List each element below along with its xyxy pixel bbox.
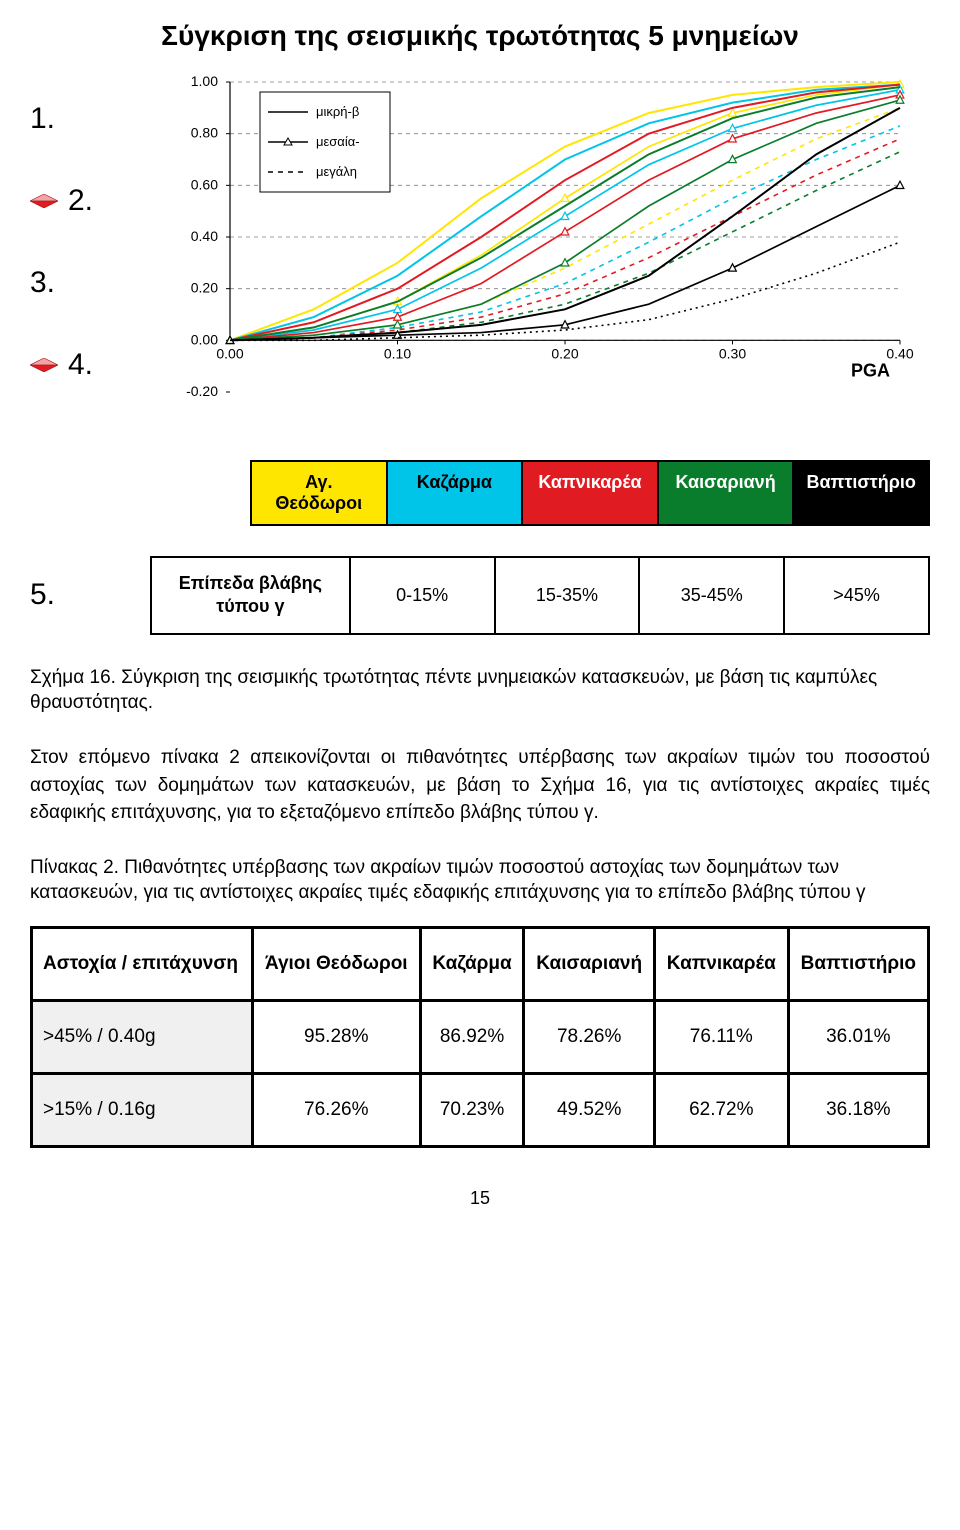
row-5: 5. Επίπεδα βλάβης τύπου γ0-15%15-35%35-4… (30, 556, 930, 635)
svg-text:0.30: 0.30 (719, 345, 746, 361)
svg-text:0.40: 0.40 (886, 345, 913, 361)
table-cell: 76.11% (654, 1000, 788, 1073)
damage-level-row: Επίπεδα βλάβης τύπου γ0-15%15-35%35-45%>… (150, 556, 930, 635)
svg-text:PGA: PGA (851, 361, 890, 381)
damage-level-header: Επίπεδα βλάβης τύπου γ (152, 558, 351, 633)
damage-level-cell: >45% (785, 558, 928, 633)
number-label: 3. (30, 266, 55, 300)
legend-cell: Αγ. Θεόδωροι (252, 462, 388, 524)
svg-text:0.60: 0.60 (191, 176, 218, 192)
top-section: 1. 2. 3. 4. -0.200.000.200.400.600.801.0… (30, 72, 930, 526)
table-cell: 36.18% (788, 1073, 928, 1146)
svg-text:1.00: 1.00 (191, 73, 218, 89)
number-label: 4. (68, 348, 93, 382)
table-row: >15% / 0.16g76.26%70.23%49.52%62.72%36.1… (32, 1073, 929, 1146)
table-header-cell: Καζάρμα (420, 927, 524, 1000)
list-item: 1. (30, 102, 130, 136)
number-label: 2. (68, 184, 93, 218)
table-cell: 86.92% (420, 1000, 524, 1073)
number-label: 5. (30, 578, 130, 612)
table-header-cell: Καπνικαρέα (654, 927, 788, 1000)
list-item: 3. (30, 266, 130, 300)
svg-text:0.00: 0.00 (191, 331, 218, 347)
legend-cell: Καισαριανή (659, 462, 795, 524)
legend-cell: Καπνικαρέα (523, 462, 659, 524)
table-header-cell: Βαπτιστήριο (788, 927, 928, 1000)
table-cell: >45% / 0.40g (32, 1000, 253, 1073)
svg-text:0.00: 0.00 (216, 345, 243, 361)
table-cell: 95.28% (252, 1000, 420, 1073)
svg-text:μεγάλη: μεγάλη (316, 164, 357, 179)
list-item: 2. (30, 184, 130, 218)
body-paragraph: Στον επόμενο πίνακα 2 απεικονίζονται οι … (30, 744, 930, 827)
chart-area: -0.20 0.00 0.20 0.40 0.60 0.80 1.00 0.00 0.10 0.2… (130, 72, 930, 526)
diamond-icon (30, 194, 58, 208)
svg-text:-0.20: -0.20 (186, 383, 218, 399)
svg-text:0.10: 0.10 (384, 345, 411, 361)
legend-cell: Βαπτιστήριο (794, 462, 928, 524)
table-cell: >15% / 0.16g (32, 1073, 253, 1146)
monument-legend-strip: Αγ. ΘεόδωροιΚαζάρμαΚαπνικαρέαΚαισαριανήΒ… (250, 460, 930, 526)
list-item: 4. (30, 348, 130, 382)
damage-level-cell: 15-35% (496, 558, 641, 633)
table-cell: 70.23% (420, 1073, 524, 1146)
table-cell: 76.26% (252, 1073, 420, 1146)
left-number-list: 1. 2. 3. 4. (30, 72, 130, 382)
svg-text:μικρή-β: μικρή-β (316, 104, 359, 119)
svg-text:0.80: 0.80 (191, 125, 218, 141)
table-cell: 78.26% (524, 1000, 655, 1073)
legend-cell: Καζάρμα (388, 462, 524, 524)
fragility-chart: -0.20 0.00 0.20 0.40 0.60 0.80 1.00 0.00 0.10 0.2… (140, 72, 920, 452)
table-caption: Πίνακας 2. Πιθανότητες υπέρβασης των ακρ… (30, 855, 930, 906)
svg-text:0.40: 0.40 (191, 228, 218, 244)
table-header-cell: Άγιοι Θεόδωροι (252, 927, 420, 1000)
figure-caption: Σχήμα 16. Σύγκριση της σεισμικής τρωτότη… (30, 665, 930, 716)
table-cell: 36.01% (788, 1000, 928, 1073)
svg-text:μεσαία-: μεσαία- (316, 134, 360, 149)
damage-level-cell: 0-15% (351, 558, 496, 633)
damage-level-cell: 35-45% (640, 558, 785, 633)
table-header-cell: Αστοχία / επιτάχυνση (32, 927, 253, 1000)
table-cell: 62.72% (654, 1073, 788, 1146)
probability-table: Αστοχία / επιτάχυνσηΆγιοι ΘεόδωροιΚαζάρμ… (30, 926, 930, 1148)
svg-text:0.20: 0.20 (191, 280, 218, 296)
table-cell: 49.52% (524, 1073, 655, 1146)
diamond-icon (30, 358, 58, 372)
table-row: >45% / 0.40g95.28%86.92%78.26%76.11%36.0… (32, 1000, 929, 1073)
page-number: 15 (30, 1188, 930, 1209)
svg-text:0.20: 0.20 (551, 345, 578, 361)
number-label: 1. (30, 102, 55, 136)
table-header-cell: Καισαριανή (524, 927, 655, 1000)
page-title: Σύγκριση της σεισμικής τρωτότητας 5 μνημ… (30, 20, 930, 52)
